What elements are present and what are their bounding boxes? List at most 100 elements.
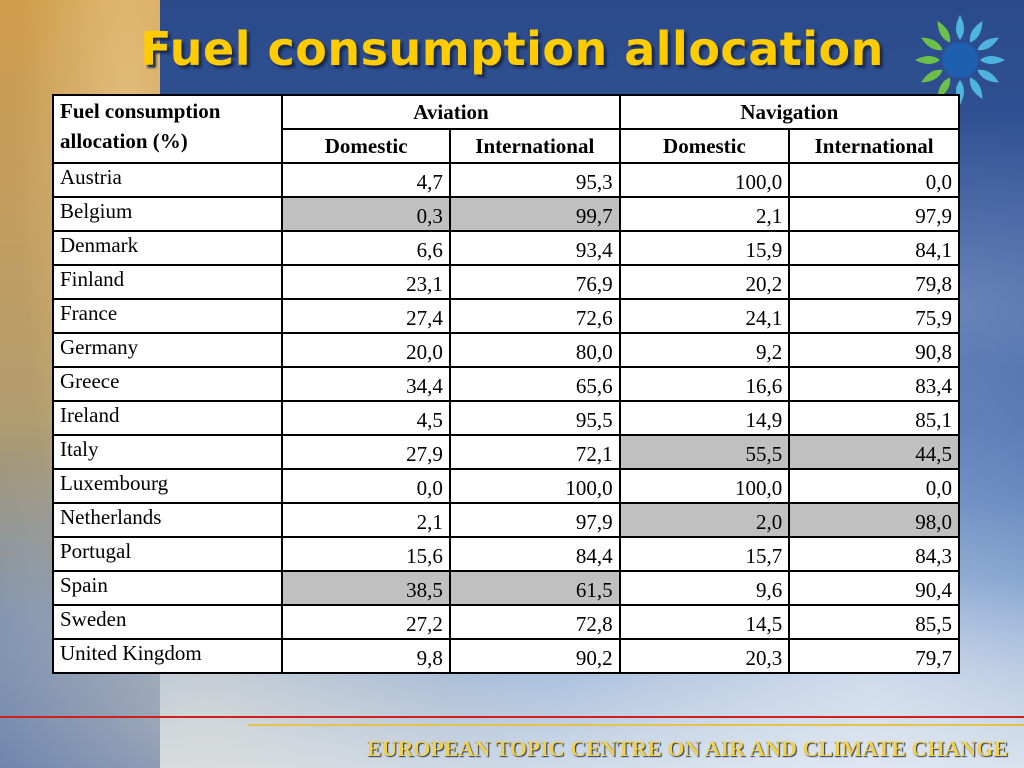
footer-divider	[0, 716, 1024, 718]
value-cell: 99,7	[448, 196, 621, 232]
table-body: Austria 4,7 95,3 100,0 0,0 Belgium 0,3 99,7 2,1 9…	[51, 162, 960, 674]
value-cell: 0,0	[788, 162, 960, 198]
value-cell: 72,8	[448, 604, 621, 640]
country-cell: Italy	[51, 434, 284, 470]
value-cell: 9,2	[618, 332, 791, 368]
value-cell: 72,6	[448, 298, 621, 334]
value-cell: 97,9	[788, 196, 960, 232]
value-cell: 0,0	[281, 468, 451, 504]
value-cell: 14,5	[618, 604, 791, 640]
table-row: Spain 38,5 61,5 9,6 90,4	[51, 570, 960, 606]
country-cell: Sweden	[51, 604, 284, 640]
group-header-aviation: Aviation	[281, 94, 621, 130]
value-cell: 0,3	[281, 196, 451, 232]
table-row: Germany 20,0 80,0 9,2 90,8	[51, 332, 960, 368]
table-row: Denmark 6,6 93,4 15,9 84,1	[51, 230, 960, 266]
value-cell: 4,5	[281, 400, 451, 436]
value-cell: 4,7	[281, 162, 451, 198]
value-cell: 9,6	[618, 570, 791, 606]
value-cell: 20,0	[281, 332, 451, 368]
corner-header: Fuel consumption allocation (%)	[51, 94, 284, 164]
value-cell: 95,5	[448, 400, 621, 436]
value-cell: 85,1	[788, 400, 960, 436]
table-row: Sweden 27,2 72,8 14,5 85,5	[51, 604, 960, 640]
allocation-table-container: Fuel consumption allocation (%) Aviation…	[51, 94, 961, 674]
value-cell: 84,1	[788, 230, 960, 266]
value-cell: 100,0	[618, 468, 791, 504]
footer-text: EUROPEAN TOPIC CENTRE ON AIR AND CLIMATE…	[366, 736, 1008, 761]
country-cell: Spain	[51, 570, 284, 606]
table-row: Ireland 4,5 95,5 14,9 85,1	[51, 400, 960, 436]
value-cell: 61,5	[448, 570, 621, 606]
value-cell: 100,0	[618, 162, 791, 198]
table-row: Portugal 15,6 84,4 15,7 84,3	[51, 536, 960, 572]
value-cell: 75,9	[788, 298, 960, 334]
value-cell: 2,1	[281, 502, 451, 538]
group-header-navigation: Navigation	[618, 94, 961, 130]
table-row: Italy 27,9 72,1 55,5 44,5	[51, 434, 960, 470]
value-cell: 15,6	[281, 536, 451, 572]
value-cell: 55,5	[618, 434, 791, 470]
value-cell: 90,2	[448, 638, 621, 674]
subheader-aviation-domestic: Domestic	[281, 128, 451, 164]
value-cell: 0,0	[788, 468, 960, 504]
value-cell: 72,1	[448, 434, 621, 470]
value-cell: 83,4	[788, 366, 960, 402]
value-cell: 20,3	[618, 638, 791, 674]
sun-logo-icon	[915, 15, 1005, 105]
value-cell: 9,8	[281, 638, 451, 674]
country-cell: Belgium	[51, 196, 284, 232]
value-cell: 65,6	[448, 366, 621, 402]
subheader-aviation-international: International	[448, 128, 621, 164]
value-cell: 79,8	[788, 264, 960, 300]
subheader-navigation-domestic: Domestic	[618, 128, 791, 164]
value-cell: 100,0	[448, 468, 621, 504]
value-cell: 93,4	[448, 230, 621, 266]
country-cell: Austria	[51, 162, 284, 198]
table-row: Luxembourg 0,0 100,0 100,0 0,0	[51, 468, 960, 504]
value-cell: 80,0	[448, 332, 621, 368]
value-cell: 6,6	[281, 230, 451, 266]
value-cell: 24,1	[618, 298, 791, 334]
country-cell: United Kingdom	[51, 638, 284, 674]
value-cell: 27,4	[281, 298, 451, 334]
value-cell: 15,7	[618, 536, 791, 572]
country-cell: Portugal	[51, 536, 284, 572]
value-cell: 44,5	[788, 434, 960, 470]
value-cell: 79,7	[788, 638, 960, 674]
table-row: Austria 4,7 95,3 100,0 0,0	[51, 162, 960, 198]
value-cell: 97,9	[448, 502, 621, 538]
country-cell: Luxembourg	[51, 468, 284, 504]
country-cell: Germany	[51, 332, 284, 368]
value-cell: 23,1	[281, 264, 451, 300]
value-cell: 14,9	[618, 400, 791, 436]
header-row-groups: Fuel consumption allocation (%) Aviation…	[51, 94, 961, 164]
table-row: France 27,4 72,6 24,1 75,9	[51, 298, 960, 334]
subheader-navigation-international: International	[788, 128, 960, 164]
table-row: Netherlands 2,1 97,9 2,0 98,0	[51, 502, 960, 538]
table-row: Belgium 0,3 99,7 2,1 97,9	[51, 196, 960, 232]
value-cell: 84,3	[788, 536, 960, 572]
value-cell: 90,4	[788, 570, 960, 606]
value-cell: 90,8	[788, 332, 960, 368]
footer-divider-accent	[248, 724, 1024, 726]
table-row: United Kingdom 9,8 90,2 20,3 79,7	[51, 638, 960, 674]
country-cell: Finland	[51, 264, 284, 300]
value-cell: 27,9	[281, 434, 451, 470]
value-cell: 15,9	[618, 230, 791, 266]
value-cell: 95,3	[448, 162, 621, 198]
country-cell: Greece	[51, 366, 284, 402]
country-cell: Denmark	[51, 230, 284, 266]
value-cell: 76,9	[448, 264, 621, 300]
value-cell: 2,1	[618, 196, 791, 232]
header-row-sub: Domestic International Domestic Internat…	[53, 128, 960, 164]
country-cell: France	[51, 298, 284, 334]
value-cell: 16,6	[618, 366, 791, 402]
value-cell: 27,2	[281, 604, 451, 640]
table-row: Finland 23,1 76,9 20,2 79,8	[51, 264, 960, 300]
value-cell: 98,0	[788, 502, 960, 538]
country-cell: Netherlands	[51, 502, 284, 538]
country-cell: Ireland	[51, 400, 284, 436]
fuel-allocation-table: Fuel consumption allocation (%) Aviation…	[51, 94, 961, 674]
value-cell: 84,4	[448, 536, 621, 572]
